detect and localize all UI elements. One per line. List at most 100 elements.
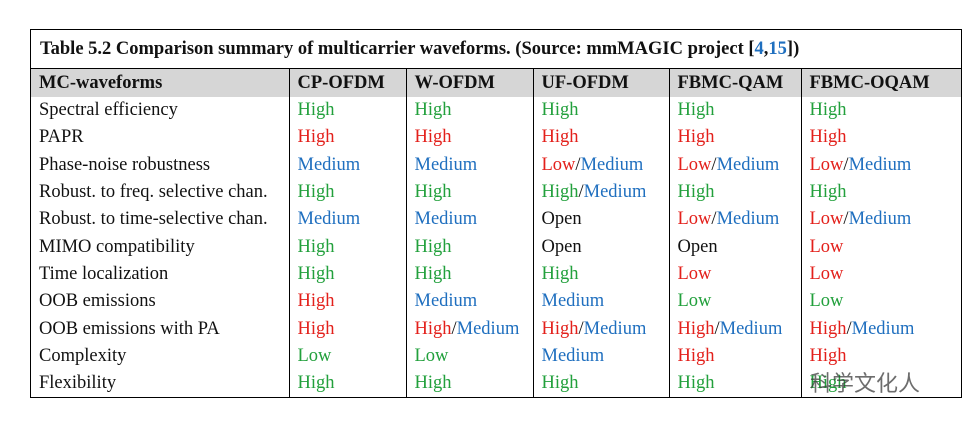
text-segment: Medium bbox=[414, 209, 478, 230]
rating-cell: Low bbox=[668, 260, 801, 289]
rating-cell: High bbox=[668, 342, 801, 370]
rating-cell: High bbox=[405, 369, 533, 398]
text-segment: High bbox=[809, 318, 847, 339]
table-row: Phase-noise robustness Medium Medium Low/Me… bbox=[31, 151, 961, 179]
rating-cell: High bbox=[668, 97, 801, 125]
text-segment: Low bbox=[809, 154, 844, 175]
rating-cell: High bbox=[405, 178, 533, 207]
rating-cell: High/Medium bbox=[405, 315, 533, 343]
text-segment: Low bbox=[677, 209, 712, 230]
rating-cell: High bbox=[288, 178, 406, 207]
rating-cell: High bbox=[288, 124, 406, 152]
row-label: OOB emissions bbox=[39, 291, 156, 312]
rating-cell: Low bbox=[668, 288, 801, 316]
table-row: Flexibility High High High High High bbox=[31, 369, 961, 398]
rating-cell: High bbox=[668, 369, 801, 398]
column-header: FBMC-OQAM bbox=[800, 69, 961, 97]
rating-cell: High bbox=[405, 124, 533, 152]
rating-cell: High bbox=[532, 369, 669, 398]
text-segment: Low bbox=[809, 291, 844, 312]
rating-cell: Open bbox=[668, 233, 801, 261]
text-segment: / bbox=[843, 154, 849, 175]
rating-cell: High bbox=[288, 97, 406, 125]
text-segment: / bbox=[578, 318, 584, 339]
text-segment: / bbox=[575, 154, 581, 175]
rating-cell: Medium bbox=[532, 288, 669, 316]
rating-cell: Low bbox=[800, 288, 961, 316]
row-label: Phase-noise robustness bbox=[39, 154, 211, 175]
row-label: OOB emissions with PA bbox=[39, 318, 220, 339]
rating-cell: High/Medium bbox=[532, 178, 669, 207]
rating-cell: Medium bbox=[532, 342, 669, 370]
text-segment: High bbox=[677, 345, 715, 366]
text-segment: Medium bbox=[719, 318, 783, 339]
rating-cell: High bbox=[405, 233, 533, 261]
table-row: Complexity Low Low Medium High High bbox=[31, 342, 961, 370]
rating-cell: High bbox=[800, 124, 961, 152]
rating-cell: Low/Medium bbox=[668, 206, 801, 234]
text-segment: / bbox=[711, 154, 717, 175]
watermark: 科学文化人 bbox=[810, 372, 921, 397]
rating-cell: Low/Medium bbox=[800, 151, 961, 179]
text-segment: High bbox=[297, 100, 335, 121]
text-segment: High bbox=[541, 318, 579, 339]
row-label: Time localization bbox=[39, 263, 169, 284]
rating-cell: Low bbox=[800, 233, 961, 261]
text-segment: Open bbox=[541, 209, 582, 230]
table-frame: Table 5.2 Comparison summary of multicar… bbox=[30, 29, 962, 399]
column-header: FBMC-QAM bbox=[668, 69, 801, 97]
text-segment: Medium bbox=[456, 318, 520, 339]
table-row: OOB emissions with PA High High/Medium High… bbox=[31, 315, 961, 343]
text-segment: / bbox=[711, 209, 717, 230]
rating-cell: High bbox=[800, 97, 961, 125]
text-segment: Low bbox=[677, 263, 712, 284]
text-segment: Medium bbox=[541, 345, 605, 366]
rating-cell: High bbox=[405, 260, 533, 289]
rating-cell: High bbox=[532, 124, 669, 152]
rating-cell: High bbox=[288, 288, 406, 316]
rating-cell: High bbox=[288, 315, 406, 343]
text-segment: High bbox=[677, 373, 715, 394]
text-segment: Medium bbox=[716, 154, 780, 175]
column-header: MC-waveforms bbox=[31, 69, 289, 97]
text-segment: High bbox=[809, 127, 847, 148]
rating-cell: Open bbox=[532, 233, 669, 261]
rating-cell: High bbox=[532, 97, 669, 125]
table-row: Robust. to freq. selective chan. High High… bbox=[31, 178, 961, 207]
rating-cell: Low bbox=[800, 260, 961, 289]
text-segment: / bbox=[451, 318, 457, 339]
table-row: Time localization High High High Low Low bbox=[31, 260, 961, 289]
text-segment: / bbox=[846, 318, 852, 339]
rating-cell: Medium bbox=[405, 151, 533, 179]
text-segment: High bbox=[677, 182, 715, 203]
rating-cell: High/Medium bbox=[532, 315, 669, 343]
rating-cell: Medium bbox=[288, 206, 406, 234]
text-segment: ]) bbox=[786, 39, 800, 59]
rating-cell: High bbox=[288, 369, 406, 398]
rating-cell: High/Medium bbox=[800, 315, 961, 343]
text-segment: Medium bbox=[848, 209, 912, 230]
text-segment: 4 bbox=[754, 39, 764, 59]
text-segment: Low bbox=[809, 263, 844, 284]
table-row: PAPR High High High High High bbox=[31, 124, 961, 152]
text-segment: Open bbox=[677, 236, 718, 257]
row-label: Spectral efficiency bbox=[39, 100, 178, 121]
comparison-table: MC-waveforms CP-OFDM W-OFDM UF-OFDM FBMC-QAM… bbox=[31, 69, 961, 398]
text-segment: Low bbox=[809, 236, 844, 257]
table-row: Robust. to time-selective chan. Medium Med… bbox=[31, 206, 961, 234]
table-row: Spectral efficiency High High High High High bbox=[31, 97, 961, 125]
rating-cell: High bbox=[532, 260, 669, 289]
rating-cell: Low bbox=[405, 342, 533, 370]
rating-cell: Low/Medium bbox=[668, 151, 801, 179]
text-segment: High bbox=[541, 182, 579, 203]
rating-cell: High bbox=[288, 233, 406, 261]
rating-cell: Medium bbox=[405, 288, 533, 316]
text-segment: High bbox=[297, 236, 335, 257]
table-row: OOB emissions High Medium Medium Low Low bbox=[31, 288, 961, 316]
text-segment: High bbox=[414, 127, 452, 148]
text-segment: High bbox=[414, 182, 452, 203]
text-segment: High bbox=[414, 100, 452, 121]
table-row: MIMO compatibility High High Open Open Low bbox=[31, 233, 961, 261]
rating-cell: High bbox=[800, 342, 961, 370]
